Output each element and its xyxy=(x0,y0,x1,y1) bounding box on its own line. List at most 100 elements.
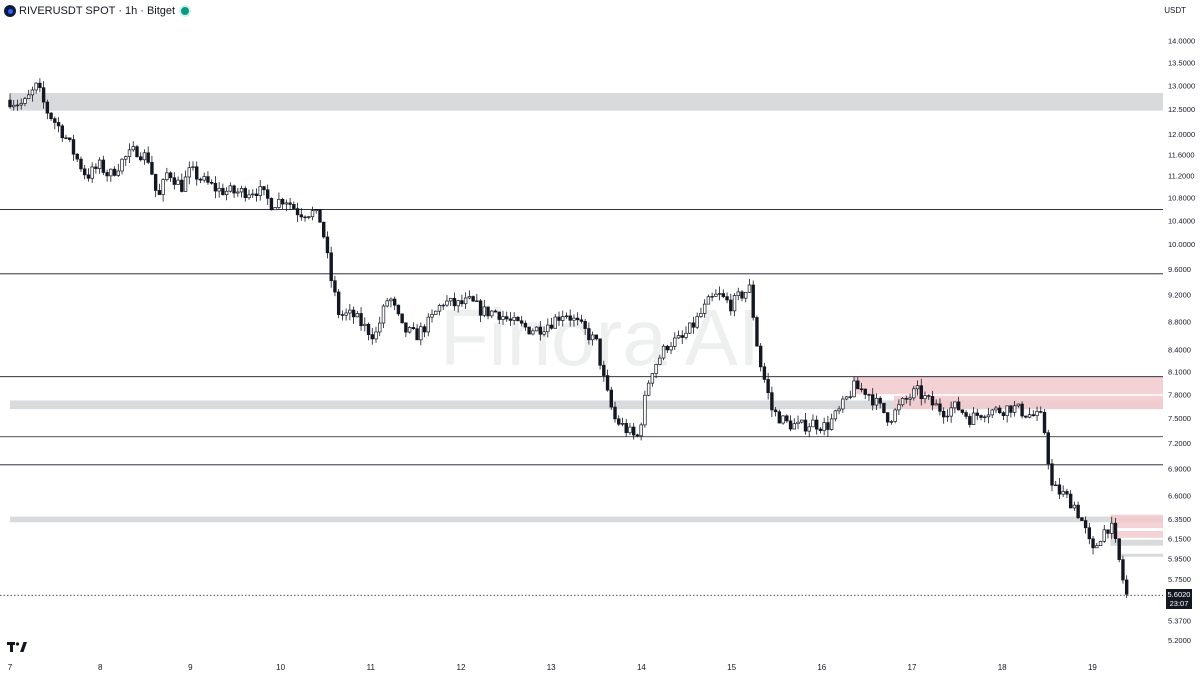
candle-body xyxy=(994,407,998,411)
candle-body xyxy=(714,293,718,297)
candle-body xyxy=(553,316,557,329)
candle-body xyxy=(471,296,475,302)
candle-body xyxy=(97,159,102,169)
candle-body xyxy=(415,328,419,341)
candle-body xyxy=(105,172,109,177)
separator: · xyxy=(140,5,144,17)
candle-body xyxy=(758,345,763,368)
tradingview-logo-icon[interactable] xyxy=(7,640,27,656)
candle-body xyxy=(583,321,587,329)
symbol-name[interactable]: RIVERUSDT SPOT xyxy=(19,5,116,17)
candle-body xyxy=(534,326,539,332)
candle-body xyxy=(770,392,774,411)
candle-body xyxy=(430,314,434,318)
candle-body xyxy=(1046,432,1050,465)
candle-body xyxy=(19,103,23,106)
live-status-icon xyxy=(181,7,190,15)
candle-body xyxy=(557,316,561,321)
y-tick-label: 10.4000 xyxy=(1168,216,1195,225)
candle-body xyxy=(561,316,565,321)
candle-body xyxy=(172,177,177,185)
candle-body xyxy=(153,173,158,191)
y-tick-label: 6.1500 xyxy=(1168,534,1191,543)
candle-body xyxy=(598,338,602,366)
candle-body xyxy=(837,408,841,412)
candle-body xyxy=(348,309,352,314)
candle-body xyxy=(1005,405,1009,416)
candle-body xyxy=(355,313,360,318)
candle-body xyxy=(374,331,378,340)
candle-body xyxy=(785,415,789,422)
candle-body xyxy=(23,98,27,104)
candle-body xyxy=(426,316,430,333)
candle-body xyxy=(796,421,800,425)
candle-body xyxy=(744,291,748,299)
candle-body xyxy=(396,304,401,315)
candle-body xyxy=(307,216,311,218)
candle-body xyxy=(94,166,98,169)
price-axis[interactable]: 14.0000 13.5000 13.0000 12.5000 12.0000 11.60… xyxy=(1168,37,1195,645)
bar-countdown: 23:07 xyxy=(1169,599,1189,609)
candle-body xyxy=(908,397,912,400)
candle-body xyxy=(684,332,688,338)
candle-body xyxy=(803,419,808,432)
x-tick-label: 14 xyxy=(637,663,646,672)
candle-body xyxy=(688,322,692,334)
candle-body xyxy=(1039,411,1043,413)
candle-body xyxy=(224,190,229,195)
candle-body xyxy=(157,190,162,195)
candle-body xyxy=(381,305,386,324)
candle-body xyxy=(251,193,255,196)
currency-label[interactable]: USDT xyxy=(1164,6,1186,15)
sr-zone xyxy=(1119,553,1163,557)
interval-label[interactable]: 1h xyxy=(125,5,138,17)
candle-body xyxy=(295,208,300,216)
exchange-label: Bitget xyxy=(146,5,176,17)
candle-body xyxy=(617,418,621,425)
separator: · xyxy=(118,5,123,17)
candle-body xyxy=(1072,504,1077,509)
candle-body xyxy=(198,178,203,181)
candle-body xyxy=(26,94,31,100)
candle-body xyxy=(351,309,356,318)
candle-body xyxy=(56,122,61,127)
candle-body xyxy=(650,373,655,384)
candle-body xyxy=(897,404,901,411)
candle-body xyxy=(1102,529,1106,542)
candle-body xyxy=(243,188,247,199)
candle-body xyxy=(60,125,64,139)
candle-body xyxy=(277,198,281,208)
candle-body xyxy=(101,159,106,173)
supply-zone xyxy=(1110,514,1163,529)
candle-body xyxy=(639,424,643,437)
candle-body xyxy=(75,153,79,160)
candle-body xyxy=(318,209,322,223)
candle-body xyxy=(363,323,367,327)
candle-body xyxy=(336,291,341,315)
y-tick-label: 9.2000 xyxy=(1168,291,1191,300)
candle-body xyxy=(755,317,759,347)
candle-body xyxy=(956,401,961,411)
candle-body xyxy=(938,403,942,412)
candle-body xyxy=(422,326,427,333)
candle-body xyxy=(486,306,490,317)
supply-zone xyxy=(1110,530,1163,538)
candle-body xyxy=(1113,522,1118,540)
candle-body xyxy=(135,146,139,158)
candle-body xyxy=(475,300,479,303)
candle-body xyxy=(419,326,423,341)
candle-body xyxy=(437,305,442,312)
candle-body xyxy=(871,394,875,406)
candle-body xyxy=(456,300,460,307)
candle-body xyxy=(979,415,983,418)
candle-body xyxy=(953,401,957,409)
candle-body xyxy=(322,221,326,238)
levels-layer xyxy=(0,209,1163,466)
y-tick-label: 12.5000 xyxy=(1168,105,1195,114)
candle-body xyxy=(968,416,972,425)
y-tick-label: 7.8000 xyxy=(1168,391,1191,400)
time-axis[interactable]: 7 8 9 10 11 12 13 14 15 16 17 18 19 xyxy=(8,663,1098,672)
x-tick-label: 18 xyxy=(998,663,1007,672)
candle-body xyxy=(949,407,953,417)
